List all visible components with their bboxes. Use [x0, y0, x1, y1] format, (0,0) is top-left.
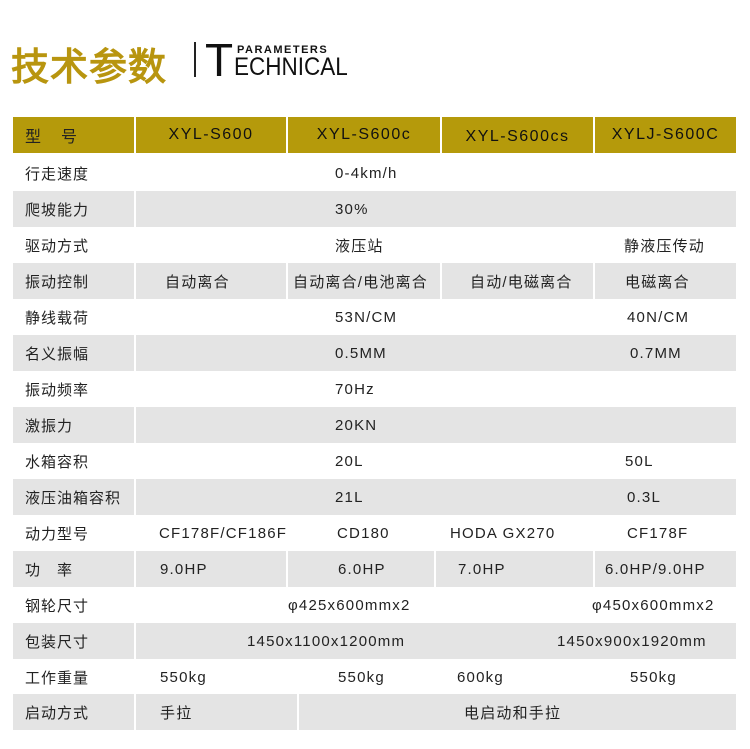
- model-header: XYL-S600: [168, 126, 254, 143]
- row-label: 工作重量: [25, 669, 90, 687]
- row-value: 自动/电磁离合: [470, 273, 573, 291]
- title-divider: [194, 42, 196, 77]
- row-label: 启动方式: [25, 704, 90, 722]
- row-value: 自动离合/电池离合: [293, 273, 428, 291]
- row-value: φ450x600mmx2: [592, 596, 715, 614]
- table-row: 启动方式 手拉 电启动和手拉: [13, 694, 736, 730]
- row-label: 液压油箱容积: [25, 489, 122, 507]
- table-row: 振动控制 自动离合 自动离合/电池离合 自动/电磁离合 电磁离合: [13, 263, 736, 299]
- row-value: 电磁离合: [625, 273, 690, 291]
- table-row: 钢轮尺寸 φ425x600mmx2 φ450x600mmx2: [13, 587, 736, 623]
- row-value: 20L: [335, 452, 364, 470]
- row-label: 行走速度: [25, 165, 90, 183]
- row-label: 动力型号: [25, 525, 90, 543]
- row-value: 1450x1100x1200mm: [247, 632, 406, 650]
- row-label: 名义振幅: [25, 345, 90, 363]
- title-initial: T: [205, 34, 234, 86]
- row-label: 水箱容积: [25, 453, 90, 471]
- table-row: 包装尺寸 1450x1100x1200mm 1450x900x1920mm: [13, 623, 736, 659]
- row-value: 550kg: [338, 668, 385, 686]
- row-value: 手拉: [160, 704, 193, 722]
- table-row: 液压油箱容积 21L 0.3L: [13, 479, 736, 515]
- row-value: 21L: [335, 488, 364, 506]
- model-header: XYL-S600cs: [465, 128, 570, 145]
- row-value: CF178F: [627, 524, 689, 542]
- row-label: 功 率: [25, 561, 74, 579]
- table-row: 静线载荷 53N/CM 40N/CM: [13, 299, 736, 335]
- row-value: HODA GX270: [450, 524, 556, 542]
- row-value: 自动离合: [165, 273, 230, 291]
- row-value: 6.0HP: [338, 560, 386, 578]
- row-value: 0.5MM: [335, 344, 387, 362]
- row-value: 550kg: [160, 668, 207, 686]
- row-value: CD180: [337, 524, 390, 542]
- row-value: 9.0HP: [160, 560, 208, 578]
- row-label: 驱动方式: [25, 237, 90, 255]
- table-row: 动力型号 CF178F/CF186F CD180 HODA GX270 CF17…: [13, 515, 736, 551]
- model-header: XYLJ-S600C: [611, 126, 720, 143]
- table-row: 驱动方式 液压站 静液压传动: [13, 227, 736, 263]
- table-row: 振动频率 70Hz: [13, 371, 736, 407]
- table-row: 名义振幅 0.5MM 0.7MM: [13, 335, 736, 371]
- row-value: 40N/CM: [627, 308, 690, 326]
- row-label: 包装尺寸: [25, 633, 90, 651]
- row-label: 振动频率: [25, 381, 90, 399]
- row-value: 1450x900x1920mm: [557, 632, 707, 650]
- table-row: 爬坡能力 30%: [13, 191, 736, 227]
- table-row: 激振力 20KN: [13, 407, 736, 443]
- row-value: 0.3L: [627, 488, 661, 506]
- title-chinese: 技术参数: [11, 45, 168, 89]
- row-label: 振动控制: [25, 273, 90, 291]
- row-value: 53N/CM: [335, 308, 398, 326]
- row-value: 0-4km/h: [335, 164, 398, 182]
- table-row: 水箱容积 20L 50L: [13, 443, 736, 479]
- row-value: 20KN: [335, 416, 378, 434]
- table-row: 功 率 9.0HP 6.0HP 7.0HP 6.0HP/9.0HP: [13, 551, 736, 587]
- row-value: 30%: [335, 200, 369, 218]
- row-value: 7.0HP: [458, 560, 506, 578]
- row-value: 电启动和手拉: [464, 704, 562, 722]
- row-value: 600kg: [457, 668, 504, 686]
- title-english: ECHNICAL: [234, 53, 348, 81]
- row-label: 钢轮尺寸: [25, 597, 90, 615]
- row-value: 液压站: [335, 237, 384, 255]
- row-label: 爬坡能力: [25, 201, 90, 219]
- row-value: 静液压传动: [624, 237, 706, 255]
- table-row: 工作重量 550kg 550kg 600kg 550kg: [13, 659, 736, 695]
- model-header: XYL-S600c: [316, 126, 412, 143]
- row-value: 550kg: [630, 668, 677, 686]
- header-label: 型 号: [25, 129, 80, 146]
- row-label: 激振力: [25, 417, 74, 435]
- row-value: 50L: [625, 452, 654, 470]
- row-value: 0.7MM: [630, 344, 682, 362]
- title-subtitle: PARAMETERS: [237, 44, 329, 56]
- row-label: 静线载荷: [25, 309, 90, 327]
- row-value: 70Hz: [335, 380, 375, 398]
- row-value: CF178F/CF186F: [159, 524, 288, 542]
- table-header: 型 号 XYL-S600 XYL-S600c XYL-S600cs XYLJ-S…: [13, 117, 736, 153]
- table-row: 行走速度 0-4km/h: [13, 155, 736, 191]
- row-value: 6.0HP/9.0HP: [605, 560, 706, 578]
- row-value: φ425x600mmx2: [288, 596, 411, 614]
